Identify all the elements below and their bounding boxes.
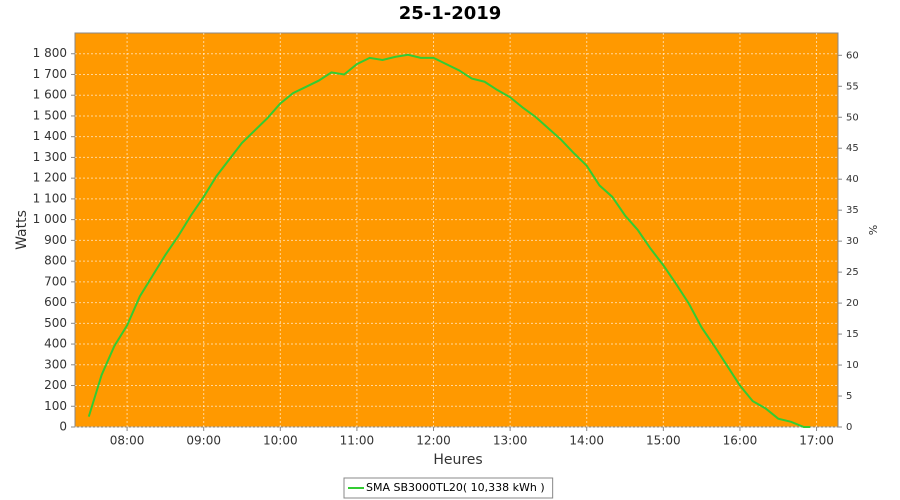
x-tick-label: 12:00 — [416, 434, 451, 448]
y-tick-label: 600 — [44, 295, 67, 309]
data-line — [87, 53, 811, 428]
y-tick-label: 1 500 — [33, 108, 67, 122]
y2-tick-label: 0 — [846, 422, 852, 433]
y2-tick-label: 25 — [846, 267, 859, 278]
y-tick-label: 1 300 — [33, 150, 67, 164]
chart-title: 25-1-2019 — [399, 3, 502, 24]
y-tick-label: 1 600 — [33, 88, 67, 102]
y-tick-label: 1 700 — [33, 67, 67, 81]
y2-tick-label: 45 — [846, 143, 859, 154]
y2-tick-label: 30 — [846, 236, 859, 247]
y2-tick-label: 40 — [846, 174, 859, 185]
legend: SMA SB3000TL20( 10,338 kWh ) — [343, 477, 554, 499]
x-tick-label: 11:00 — [340, 434, 375, 448]
plot-area — [74, 32, 839, 428]
y2-tick-label: 10 — [846, 360, 859, 371]
y2-tick-label: 60 — [846, 50, 859, 61]
legend-label: SMA SB3000TL20( 10,338 kWh ) — [366, 481, 545, 494]
x-tick-label: 08:00 — [110, 434, 145, 448]
x-tick-label: 15:00 — [646, 434, 681, 448]
x-tick-label: 13:00 — [493, 434, 528, 448]
y-tick-label: 1 200 — [33, 171, 67, 185]
y2-tick-label: 35 — [846, 205, 859, 216]
y-tick-label: 900 — [44, 233, 67, 247]
x-tick-label: 17:00 — [799, 434, 834, 448]
x-tick-label: 14:00 — [569, 434, 604, 448]
y2-tick-label: 5 — [846, 391, 852, 402]
y-tick-label: 300 — [44, 357, 67, 371]
y2-tick-label: 55 — [846, 81, 859, 92]
y-tick-label: 0 — [59, 420, 67, 434]
legend-box — [343, 477, 554, 499]
x-tick-label: 10:00 — [263, 434, 298, 448]
y2-axis-label: % — [866, 225, 879, 235]
y-tick-label: 800 — [44, 254, 67, 268]
y-tick-label: 400 — [44, 337, 67, 351]
y-tick-label: 1 800 — [33, 46, 67, 60]
x-tick-label: 16:00 — [723, 434, 758, 448]
y2-tick-label: 20 — [846, 298, 859, 309]
y-tick-label: 500 — [44, 316, 67, 330]
y-tick-label: 1 100 — [33, 191, 67, 205]
y-tick-label: 100 — [44, 399, 67, 413]
y-tick-label: 1 400 — [33, 129, 67, 143]
y-tick-label: 1 000 — [33, 212, 67, 226]
x-tick-label: 09:00 — [186, 434, 221, 448]
y2-tick-label: 50 — [846, 112, 859, 123]
y-axis-label: Watts — [14, 210, 30, 250]
x-axis-label: Heures — [433, 452, 482, 468]
y2-tick-label: 15 — [846, 329, 859, 340]
y-tick-label: 700 — [44, 274, 67, 288]
y-tick-label: 200 — [44, 378, 67, 392]
